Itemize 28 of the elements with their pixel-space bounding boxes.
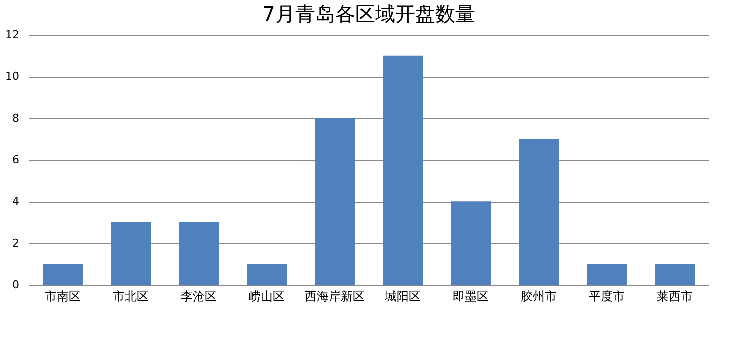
bar (383, 56, 423, 285)
y-tick-label: 4 (12, 195, 20, 208)
y-tick-label: 6 (12, 154, 20, 166)
x-tick-label: 平度市 (589, 290, 625, 304)
bar (179, 222, 219, 285)
x-tick-label: 市南区 (45, 290, 81, 304)
x-tick-label: 即墨区 (453, 290, 489, 304)
bar (247, 264, 287, 285)
x-tick-label: 市北区 (113, 290, 149, 304)
y-tick-label: 8 (12, 112, 20, 125)
y-tick-label: 0 (12, 278, 20, 292)
bar (43, 264, 83, 285)
bar (111, 222, 151, 285)
x-tick-label: 城阳区 (384, 290, 421, 304)
x-tick-label: 李沧区 (181, 290, 217, 304)
x-tick-label: 西海岸新区 (305, 290, 365, 304)
bar (451, 202, 491, 285)
bar (519, 139, 559, 285)
bar (587, 264, 627, 285)
bar (655, 264, 695, 285)
x-tick-label: 胶州市 (521, 290, 557, 304)
y-tick-label: 10 (6, 70, 20, 84)
y-tick-label: 12 (6, 28, 20, 42)
chart-title: 7月青岛各区域开盘数量 (262, 2, 476, 26)
x-tick-label: 莱西市 (657, 290, 693, 304)
y-tick-label: 2 (12, 236, 20, 250)
bar (315, 118, 355, 285)
x-tick-label: 崂山区 (249, 290, 285, 304)
